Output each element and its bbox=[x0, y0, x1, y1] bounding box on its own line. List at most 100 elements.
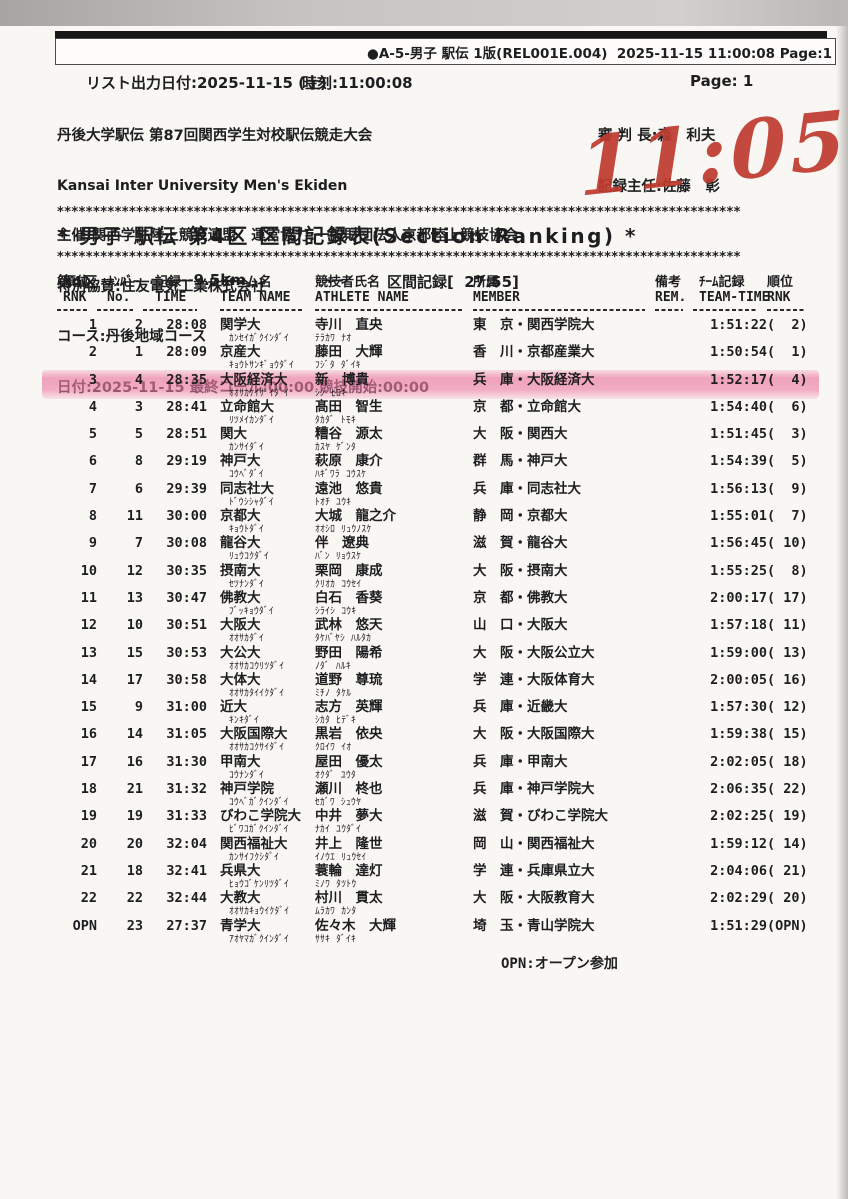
section-dash: --- bbox=[325, 271, 344, 289]
athlete-name-kana: ｶｽﾔ ｹﾞﾝﾀ bbox=[315, 442, 357, 454]
event-sponsor: 特別協賛:住友電気工業株式会社 bbox=[57, 278, 266, 295]
cell-team-rank: ( 12) bbox=[767, 699, 808, 716]
list-output-time: 時刻:11:00:08 bbox=[302, 74, 413, 92]
table-row: 7 6 29:39 同志社大 ﾄﾞｳｼｼｬﾀﾞｲ 遠池 悠貴 ﾄｵﾁ ﾕｳｷ 兵… bbox=[57, 480, 815, 509]
team-name-kana: ｷｮｳﾄｻﾝｷﾞｮｳﾀﾞｲ bbox=[229, 360, 295, 372]
cell-team-time: 1:59:38 bbox=[710, 726, 767, 743]
athlete-name-kana: ﾀｶﾀﾞ ﾄﾓｷ bbox=[315, 414, 357, 426]
cell-team-name: 関大 ｶﾝｻｲﾀﾞｲ bbox=[207, 427, 313, 454]
cell-team-name: 神戸学院 ｺｳﾍﾞｶﾞｸｲﾝﾀﾞｲ bbox=[207, 782, 313, 809]
cell-member: 香 川・京都産業大 bbox=[473, 344, 595, 361]
print-header-box: ●A-5-男子 駅伝 1版(REL001E.004) 2025-11-15 11… bbox=[55, 38, 836, 65]
cell-time: 31:30 bbox=[166, 753, 207, 770]
table-row: 9 7 30:08 龍谷大 ﾘｭｳｺｸﾀﾞｲ 伴 遼典 ﾊﾞﾝ ﾘｮｳｽｹ 滋 … bbox=[57, 536, 815, 563]
cell-athlete-name: 志方 英輝 ｼｶﾀ ﾋﾃﾞｷ bbox=[313, 700, 473, 727]
page-number: Page: 1 bbox=[690, 72, 754, 90]
team-name-kana: ｵｵｻｶﾀﾞｲ bbox=[229, 633, 265, 645]
cell-athlete-name: 武林 悠天 ﾀｹﾊﾞﾔｼ ﾊﾙﾀｶ bbox=[313, 618, 473, 645]
cell-team-time: 2:06:35 bbox=[710, 781, 767, 798]
cell-team-name: 京産大 ｷｮｳﾄｻﾝｷﾞｮｳﾀﾞｲ bbox=[207, 345, 313, 372]
section-info-line: 第4区 ---9.5km --- 区間記録[ 27:55] bbox=[57, 271, 799, 292]
cell-number: 18 bbox=[126, 862, 143, 879]
cell-athlete-name: 野田 陽希 ﾉﾀﾞ ﾊﾙｷ bbox=[313, 645, 473, 673]
cell-team-rank: ( 19) bbox=[767, 808, 808, 825]
athlete-name-kana: ｸﾘｵｶ ｺｳｾｲ bbox=[315, 578, 362, 590]
cell-number: 10 bbox=[126, 617, 143, 634]
cell-team-name: 摂南大 ｾﾂﾅﾝﾀﾞｲ bbox=[207, 563, 313, 591]
cell-remarks bbox=[655, 536, 693, 563]
cell-athlete-name: 藤田 大輝 ﾌｼﾞﾀ ﾀﾞｲｷ bbox=[313, 345, 473, 372]
cell-team-rank: ( 15) bbox=[767, 726, 808, 743]
cell-remarks bbox=[655, 809, 693, 836]
table-row: 22 22 32:44 大教大 ｵｵｻｶｷｮｳｲｸﾀﾞｲ 村川 貫太 ﾑﾗｶﾜ … bbox=[57, 891, 815, 918]
cell-team-name: 龍谷大 ﾘｭｳｺｸﾀﾞｲ bbox=[207, 536, 313, 563]
cell-athlete-name: 髙田 智生 ﾀｶﾀﾞ ﾄﾓｷ bbox=[313, 399, 473, 427]
athlete-name-kana: ｸﾛｲﾜ ｲｵ bbox=[315, 742, 352, 754]
team-name-kana: ｵｵｻｶｺｳﾘﾂﾀﾞｲ bbox=[229, 660, 285, 672]
table-row: 21 18 32:41 兵県大 ﾋｮｳｺﾞｹﾝﾘﾂﾀﾞｲ 蓑輪 達灯 ﾐﾉﾜ ﾀ… bbox=[57, 862, 815, 891]
athlete-name-kana: ﾅｶｲ ﾕｳﾀﾞｲ bbox=[315, 824, 362, 836]
cell-team-time: 1:57:30 bbox=[710, 699, 767, 716]
table-row: 3 4 28:35 大阪経済大 ｵｵｻｶｹｲｻﾞｲﾀﾞｲ 新 博貴 ｼﾝ ﾋﾛｷ… bbox=[42, 369, 819, 400]
table-row: OPN 23 27:37 青学大 ｱｵﾔﾏｶﾞｸｲﾝﾀﾞｲ 佐々木 大輝 ｻｻｷ… bbox=[57, 917, 815, 946]
header-team-name: チーム名 TEAM NAME bbox=[220, 275, 291, 305]
cell-team-name: 佛教大 ﾌﾞｯｷｮｳﾀﾞｲ bbox=[207, 590, 313, 618]
table-row: 2 1 28:09 京産大 ｷｮｳﾄｻﾝｷﾞｮｳﾀﾞｲ 藤田 大輝 ﾌｼﾞﾀ ﾀ… bbox=[57, 345, 815, 372]
cell-athlete-name: 村川 貫太 ﾑﾗｶﾜ ｶﾝﾀ bbox=[313, 891, 473, 918]
cell-team-time: 1:54:39 bbox=[710, 453, 767, 470]
event-title-jp: 丹後大学駅伝 第87回関西学生対校駅伝競走大会 bbox=[57, 127, 373, 144]
athlete-name-kana: ｼﾗｲｼ ｺｳｷ bbox=[315, 605, 357, 617]
athlete-name-kana: ｵｵｼﾛ ﾘｭｳﾉｽｹ bbox=[315, 524, 372, 536]
cell-number: 7 bbox=[134, 535, 143, 552]
athlete-name-kana: ｻｻｷ ﾀﾞｲｷ bbox=[315, 933, 357, 945]
cell-number: 11 bbox=[126, 508, 143, 525]
cell-team-rank: ( 10) bbox=[767, 535, 808, 552]
cell-member: 学 連・兵庫県立大 bbox=[473, 862, 595, 879]
cell-team-rank: ( 9) bbox=[767, 480, 808, 497]
team-name-kana: ｵｵｻｶﾀｲｲｸﾀﾞｲ bbox=[229, 687, 285, 699]
cell-team-time: 2:02:29 bbox=[710, 890, 767, 907]
cell-rank: 2 bbox=[88, 344, 97, 361]
header-team-time: ﾁｰﾑ記録 TEAM-TIME bbox=[699, 275, 770, 305]
team-name-kana: ｵｵｻｶｺｸｻｲﾀﾞｲ bbox=[229, 742, 285, 754]
team-name-kana: ｶﾝｻｲﾌｸｼﾀﾞｲ bbox=[229, 851, 280, 863]
cell-team-name: 青学大 ｱｵﾔﾏｶﾞｸｲﾝﾀﾞｲ bbox=[207, 918, 313, 946]
header-member: 所属 MEMBER bbox=[473, 275, 520, 305]
cell-athlete-name: 栗岡 康成 ｸﾘｵｶ ｺｳｾｲ bbox=[313, 563, 473, 591]
cell-time: 32:44 bbox=[166, 890, 207, 907]
stars-line-top: ****************************************… bbox=[57, 205, 741, 219]
cell-athlete-name: 寺川 直央 ﾃﾗｶﾜ ﾅｵ bbox=[313, 318, 473, 345]
header-team-rank: 順位 RNK bbox=[767, 275, 794, 305]
recorder-name: 記録主任:佐藤 彰 bbox=[598, 179, 720, 195]
cell-time: 28:51 bbox=[166, 426, 207, 443]
cell-time: 32:41 bbox=[166, 862, 207, 879]
athlete-name-kana: ﾐﾁﾉ ﾀｹﾙ bbox=[315, 687, 352, 699]
cell-team-rank: (OPN) bbox=[767, 917, 808, 934]
cell-number: 2 bbox=[134, 317, 143, 333]
section-distance: ---9.5km bbox=[175, 271, 246, 289]
team-name-kana: ｷｮｳﾄﾀﾞｲ bbox=[229, 524, 265, 536]
cell-team-rank: ( 22) bbox=[767, 781, 808, 798]
cell-time: 31:32 bbox=[166, 781, 207, 798]
athlete-name-kana: ﾉﾀﾞ ﾊﾙｷ bbox=[315, 660, 352, 672]
cell-rank: 22 bbox=[80, 890, 97, 907]
cell-athlete-name: 新 博貴 ｼﾝ ﾋﾛｷ bbox=[313, 372, 473, 400]
cell-team-name: 関学大 ｶﾝｾｲｶﾞｸｲﾝﾀﾞｲ bbox=[207, 318, 313, 345]
cell-team-rank: ( 7) bbox=[767, 508, 808, 525]
athlete-name-kana: ﾊﾞﾝ ﾘｮｳｽｹ bbox=[315, 551, 362, 563]
cell-member: 東 京・関西学院大 bbox=[473, 317, 595, 333]
cell-number: 3 bbox=[134, 398, 143, 415]
cell-number: 20 bbox=[126, 835, 143, 852]
cell-team-name: 関西福祉大 ｶﾝｻｲﾌｸｼﾀﾞｲ bbox=[207, 836, 313, 864]
athlete-name-kana: ｵｸﾀﾞ ﾕｳﾀ bbox=[315, 769, 357, 781]
table-body: 1 2 28:08 関学大 ｶﾝｾｲｶﾞｸｲﾝﾀﾞｲ 寺川 直央 ﾃﾗｶﾜ ﾅｵ… bbox=[42, 317, 819, 946]
cell-team-name: 大教大 ｵｵｻｶｷｮｳｲｸﾀﾞｲ bbox=[207, 891, 313, 918]
event-course: コース:丹後地域コース bbox=[57, 329, 207, 346]
cell-number: 21 bbox=[126, 781, 143, 798]
cell-rank: 12 bbox=[80, 617, 97, 634]
cell-team-time: 1:52:17 bbox=[710, 371, 767, 388]
stars-line-bottom: ****************************************… bbox=[57, 250, 741, 264]
cell-team-time: 2:04:06 bbox=[710, 862, 767, 879]
scan-right-edge bbox=[836, 0, 848, 1199]
event-title-en: Kansai Inter University Men's Ekiden bbox=[57, 177, 348, 194]
